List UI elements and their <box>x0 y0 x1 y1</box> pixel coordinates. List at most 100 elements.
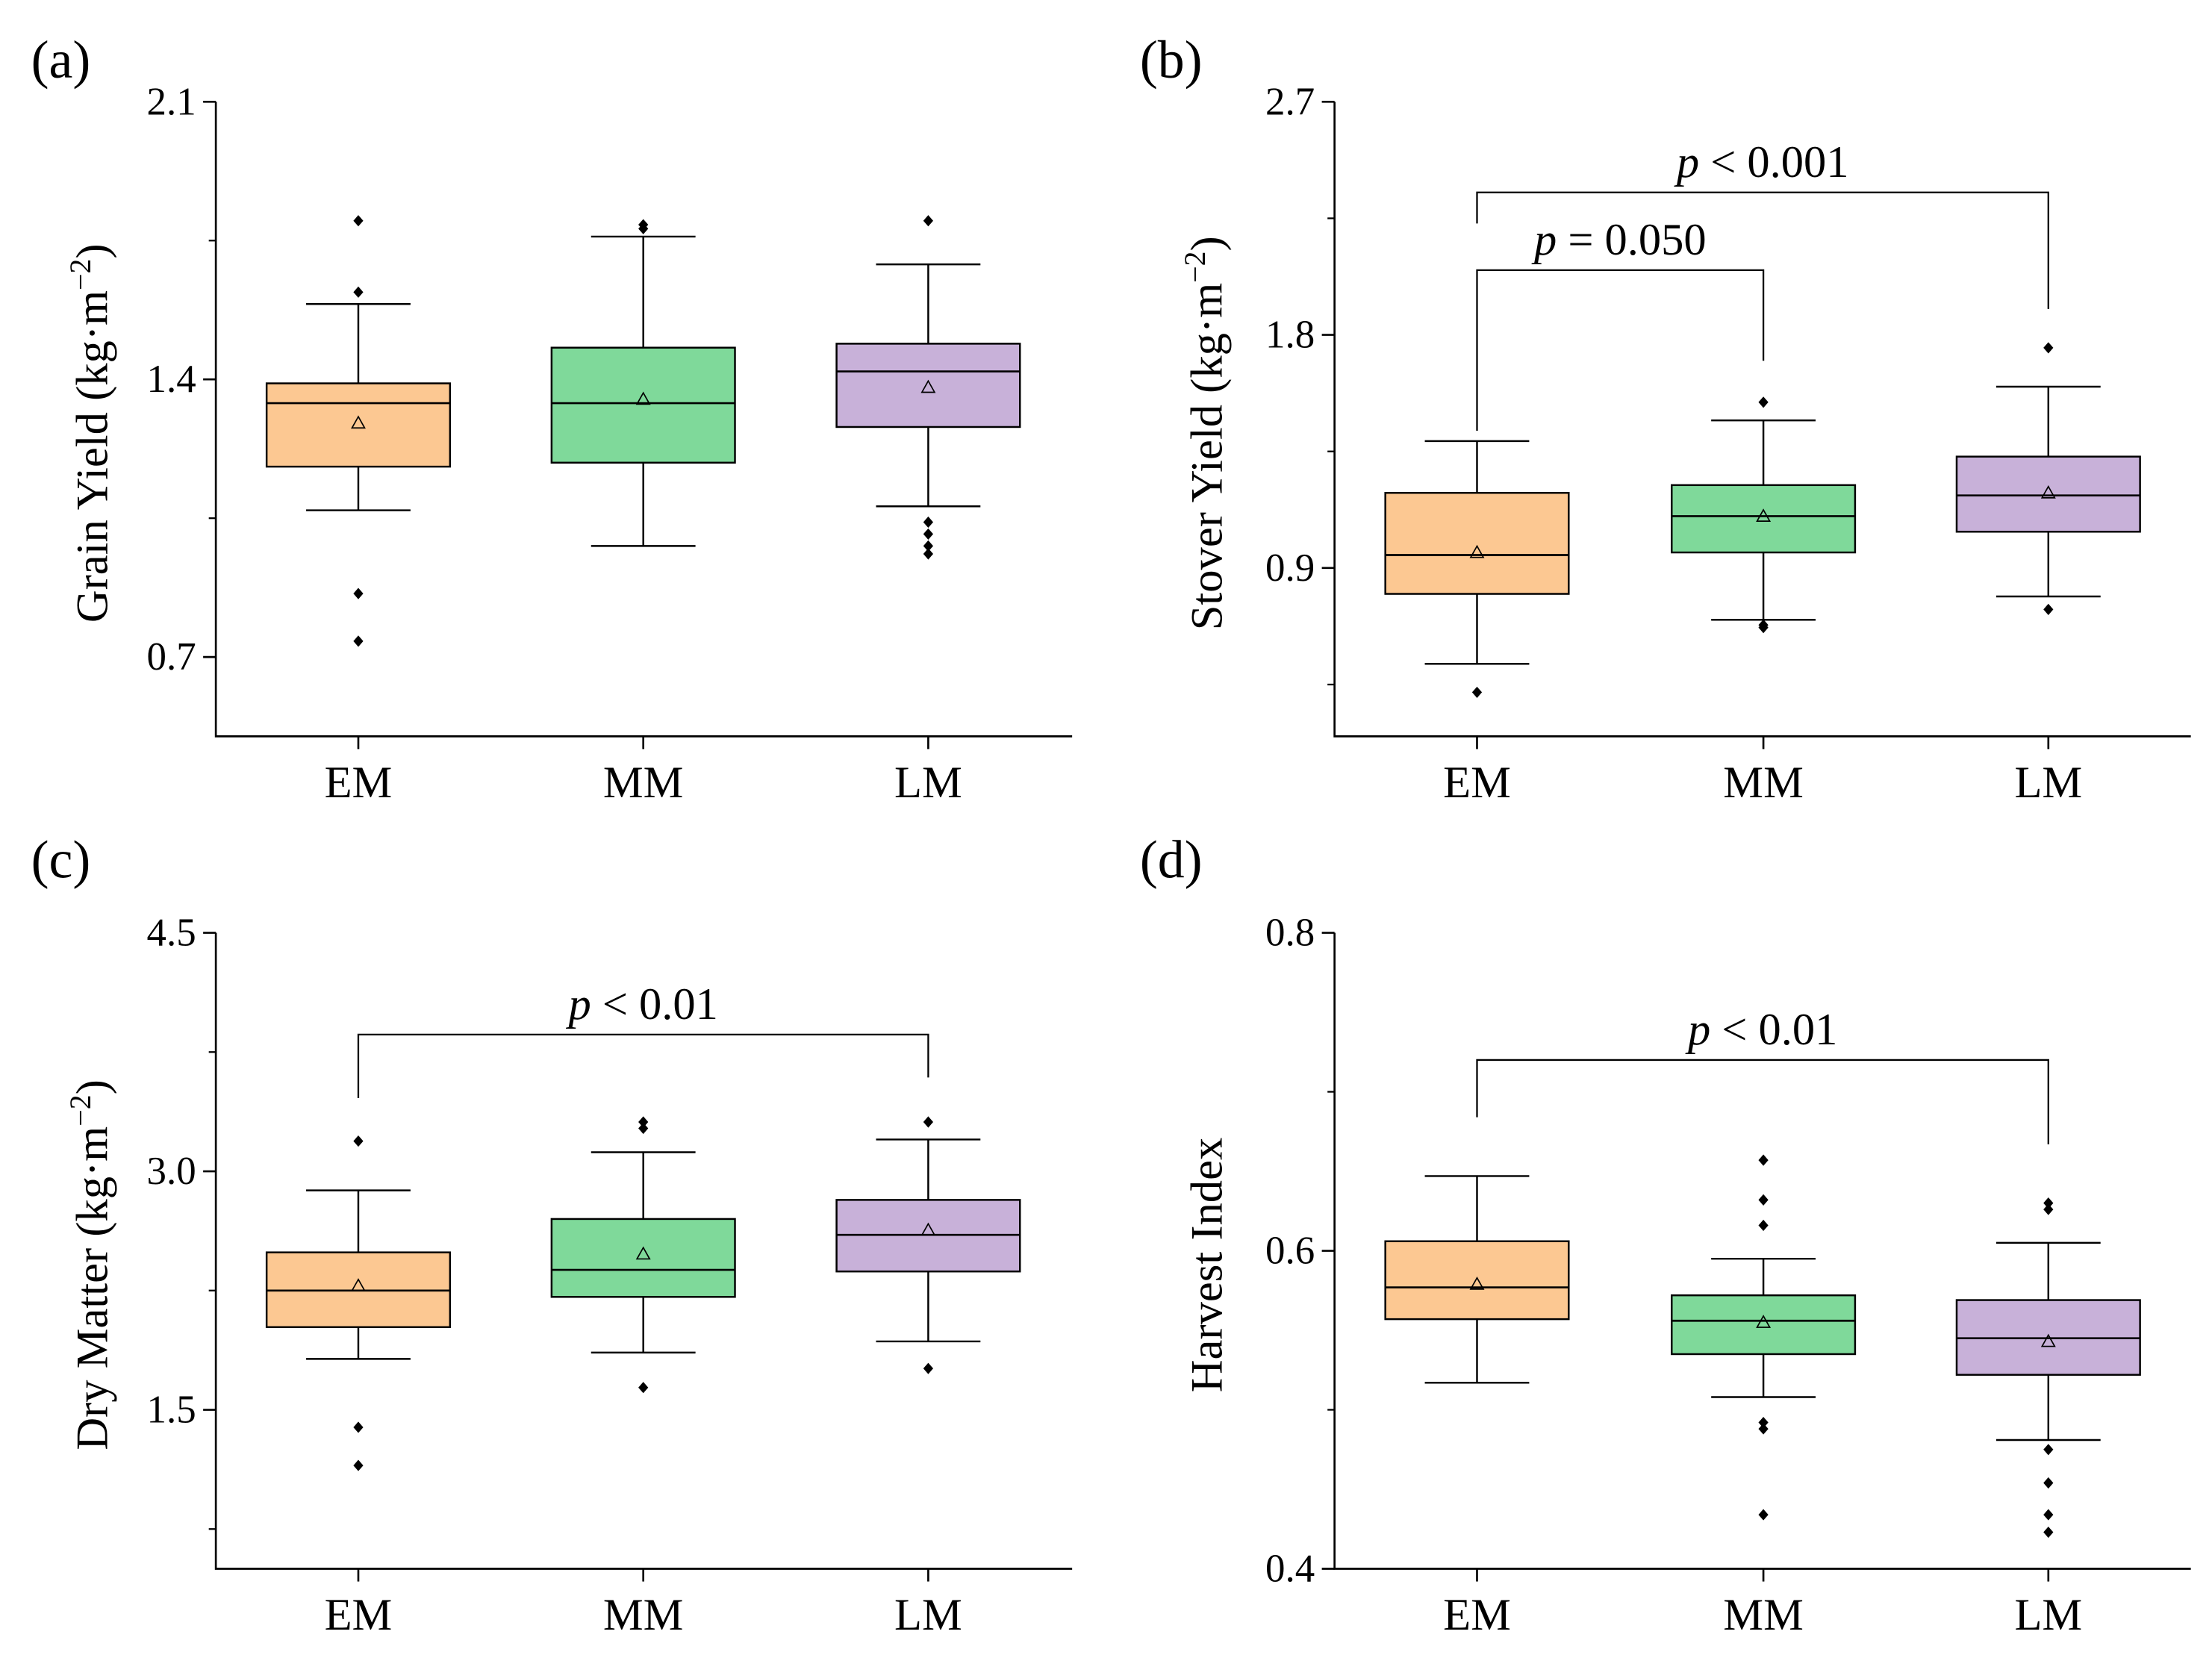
panel-1: (a) 0.7 1.4 2.1 Grain Yield (kg·m−2) EM MM LM <box>31 30 1073 808</box>
box-body <box>1671 484 1857 554</box>
y-axis-title-close: ) <box>68 1079 118 1094</box>
panel-3: (c) 1.5 3.0 4.5 Dry Matter (kg·m−2) EM MM LM p <… <box>31 830 1073 1640</box>
outlier-point <box>923 1116 934 1128</box>
significance-bracket <box>1476 1059 2049 1144</box>
significance-p: p <box>1531 215 1557 265</box>
panel-4: (d) 0.4 0.6 0.8 Harvest Index EM MM LM p < 0.01 <box>1140 830 2191 1640</box>
outlier-point <box>353 1135 364 1147</box>
outlier-point <box>353 1459 364 1471</box>
outlier-point <box>353 215 364 227</box>
y-axis-title-exponent: −2 <box>64 259 97 290</box>
y-axis-title: Harvest Index <box>1183 1138 1233 1392</box>
mean-marker <box>1469 1277 1485 1290</box>
x-tick-label: LM <box>2014 758 2082 808</box>
axes <box>1333 102 2191 738</box>
x-tick-label: MM <box>1723 758 1804 808</box>
x-tick-label: EM <box>325 1590 393 1640</box>
box-body <box>1384 492 1570 595</box>
significance-label: p < 0.01 <box>566 979 718 1029</box>
box-body <box>265 382 452 468</box>
outlier-point <box>1758 396 1769 408</box>
panel-2: (b) 0.9 1.8 2.7 Stover Yield (kg·m−2) EM MM LM p… <box>1140 30 2191 808</box>
panel-label: (c) <box>31 830 91 890</box>
outlier-point <box>2043 1444 2054 1456</box>
significance-label: p = 0.050 <box>1531 215 1707 265</box>
significance-label: p < 0.001 <box>1674 137 1849 187</box>
y-tick-label: 1.4 <box>147 358 196 401</box>
y-tick-label: 2.1 <box>147 80 196 123</box>
mean-marker <box>920 1222 936 1236</box>
outlier-point <box>1758 1509 1769 1521</box>
x-tick-label: LM <box>894 758 962 808</box>
significance-p: p <box>566 979 591 1029</box>
box-lm <box>835 215 1021 560</box>
significance-bracket <box>357 1033 929 1099</box>
box-em <box>1384 440 1570 698</box>
outlier-point <box>923 528 934 540</box>
outlier-point <box>638 1122 649 1135</box>
mean-marker <box>2040 484 2056 499</box>
mean-marker <box>351 415 366 429</box>
x-tick-label: LM <box>2014 1590 2082 1640</box>
box-body <box>550 346 736 464</box>
mean-marker <box>1756 1315 1772 1328</box>
box-body <box>1955 455 2141 533</box>
outlier-point <box>353 1421 364 1433</box>
outlier-point <box>1471 686 1483 698</box>
outlier-point <box>923 215 934 227</box>
mean-marker <box>2040 1333 2056 1347</box>
y-tick-label: 0.6 <box>1265 1229 1315 1273</box>
box-body <box>550 1218 736 1298</box>
axes <box>214 932 1073 1570</box>
outlier-point <box>2043 1526 2054 1539</box>
box-mm <box>1671 1154 1857 1521</box>
mean-marker <box>635 1246 651 1260</box>
outlier-point <box>1758 1423 1769 1435</box>
significance-p: p <box>1685 1005 1710 1055</box>
y-axis-title-close: ) <box>68 243 118 258</box>
y-tick-label: 2.7 <box>1265 80 1315 123</box>
x-tick-label: MM <box>603 758 684 808</box>
significance-p: p <box>1674 137 1699 187</box>
y-tick-label: 0.4 <box>1265 1548 1315 1591</box>
x-tick-label: EM <box>1443 758 1511 808</box>
mean-marker <box>1469 544 1485 558</box>
box-lm <box>1955 342 2141 615</box>
box-body <box>1384 1240 1570 1321</box>
outlier-point <box>1758 1416 1769 1429</box>
mean-marker <box>635 391 651 405</box>
significance-bracket <box>1476 269 1765 431</box>
y-tick-label: 0.9 <box>1265 546 1315 590</box>
y-axis-title: Stover Yield (kg·m−2) <box>1179 236 1233 630</box>
outlier-point <box>353 286 364 298</box>
box-body <box>1671 1294 1857 1356</box>
outlier-point <box>353 635 364 647</box>
mean-marker <box>920 379 936 393</box>
box-em <box>265 1135 452 1471</box>
box-mm <box>550 219 736 547</box>
y-axis-title-exponent: −2 <box>1179 251 1212 282</box>
y-tick-label: 0.8 <box>1265 911 1315 955</box>
box-mm <box>1671 396 1857 634</box>
outlier-point <box>923 548 934 560</box>
outlier-point <box>1758 1194 1769 1206</box>
outlier-point <box>2043 1203 2054 1215</box>
y-axis-title: Grain Yield (kg·m−2) <box>64 243 118 623</box>
box-em <box>265 215 452 647</box>
axes <box>214 102 1073 738</box>
y-axis-title: Dry Matter (kg·m−2) <box>64 1079 118 1450</box>
y-tick-label: 4.5 <box>147 911 196 955</box>
significance-bracket <box>1476 191 2049 309</box>
x-tick-label: MM <box>1723 1590 1804 1640</box>
box-body <box>835 343 1021 428</box>
panel-label: (b) <box>1140 30 1203 90</box>
box-mm <box>550 1116 736 1394</box>
mean-marker <box>351 1278 366 1291</box>
outlier-point <box>1758 622 1769 634</box>
x-tick-label: MM <box>603 1590 684 1640</box>
outlier-point <box>638 1382 649 1394</box>
y-tick-label: 1.8 <box>1265 314 1315 357</box>
outlier-point <box>2043 342 2054 354</box>
outlier-point <box>923 516 934 529</box>
